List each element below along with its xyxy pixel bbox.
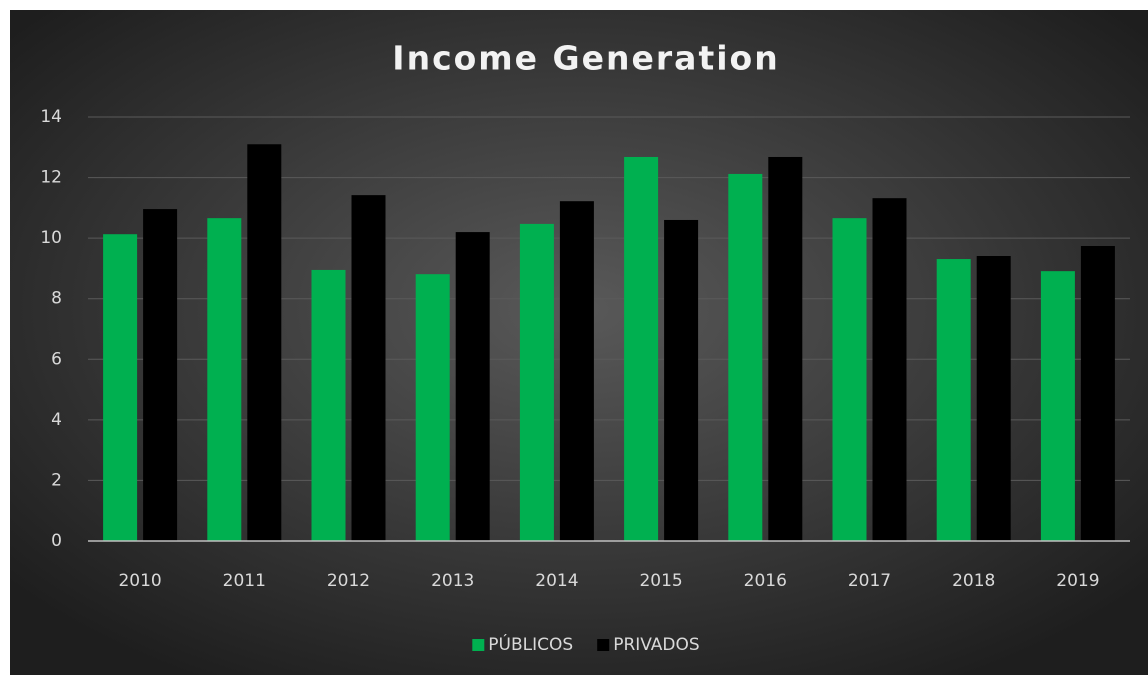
bar — [311, 269, 346, 541]
y-tick-label: 8 — [51, 289, 62, 309]
x-tick-label: 2014 — [535, 571, 578, 591]
x-tick-label: 2010 — [118, 571, 161, 591]
bar — [455, 232, 490, 542]
bar — [415, 274, 450, 541]
x-tick-label: 2012 — [327, 571, 370, 591]
bar — [728, 173, 763, 542]
legend-swatch — [472, 639, 485, 651]
x-tick-label: 2013 — [431, 571, 474, 591]
bar — [519, 223, 554, 541]
bar — [103, 234, 138, 541]
y-tick-label: 12 — [40, 168, 62, 188]
y-tick-label: 2 — [51, 470, 62, 490]
bar — [351, 195, 386, 541]
bar — [872, 198, 907, 541]
y-tick-label: 0 — [51, 531, 62, 551]
x-tick-label: 2011 — [223, 571, 266, 591]
x-tick-label: 2019 — [1056, 571, 1099, 591]
bar — [664, 219, 699, 541]
x-tick-label: 2015 — [639, 571, 682, 591]
bar — [624, 156, 659, 541]
y-tick-label: 6 — [51, 349, 62, 369]
bar — [1080, 246, 1115, 541]
legend-label: PÚBLICOS — [488, 633, 573, 655]
chart-title: Income Generation — [392, 39, 779, 78]
legend-swatch — [597, 639, 610, 651]
y-tick-label: 14 — [40, 107, 62, 127]
x-tick-label: 2017 — [848, 571, 891, 591]
bar — [143, 209, 178, 541]
bar — [976, 256, 1011, 541]
bar — [768, 156, 803, 541]
bar — [247, 144, 282, 541]
legend-label: PRIVADOS — [613, 635, 700, 655]
bar — [207, 218, 242, 541]
bar — [936, 259, 971, 541]
x-tick-label: 2016 — [744, 571, 787, 591]
bar — [1040, 271, 1075, 541]
x-tick-label: 2018 — [952, 571, 995, 591]
y-tick-label: 4 — [51, 410, 62, 430]
y-tick-label: 10 — [40, 228, 62, 248]
bar — [559, 201, 594, 542]
bar — [832, 218, 867, 541]
